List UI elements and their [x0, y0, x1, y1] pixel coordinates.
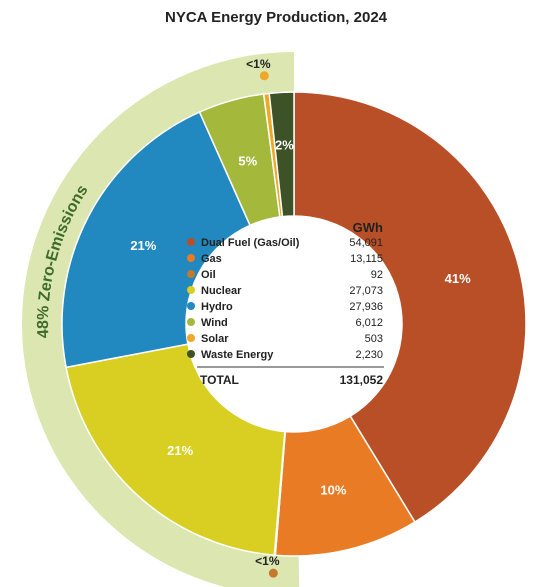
slice-waste-energy	[268, 91, 295, 218]
legend-swatch-dual-fuel-gas-oil	[187, 238, 195, 246]
legend-label-waste-energy: Waste Energy	[201, 349, 274, 361]
pct-label-solar: <1%	[246, 57, 271, 71]
percent-labels: 41% 10% <1% 21% 21% 5% <1% 2%	[130, 57, 471, 578]
pct-label-waste-energy: 2%	[275, 137, 294, 152]
pct-label-nuclear: 21%	[167, 443, 193, 458]
legend-total-label: TOTAL	[200, 373, 239, 387]
legend-label-wind: Wind	[201, 317, 228, 329]
slice-nuclear	[65, 343, 286, 556]
legend-value-waste-energy: 2,230	[355, 349, 383, 361]
legend-value-hydro: 27,936	[349, 301, 383, 313]
legend-label-gas: Gas	[201, 253, 222, 265]
pct-label-wind: 5%	[238, 153, 257, 168]
legend-unit-header: GWh	[353, 220, 383, 235]
pct-label-hydro: 21%	[130, 238, 156, 253]
legend-label-hydro: Hydro	[201, 301, 233, 313]
legend-value-oil: 92	[371, 269, 383, 281]
legend-total-value: 131,052	[340, 373, 384, 387]
legend-swatch-hydro	[187, 302, 195, 310]
legend-label-dual-fuel-gas-oil: Dual Fuel (Gas/Oil)	[201, 237, 300, 249]
chart-title: NYCA Energy Production, 2024	[165, 9, 388, 26]
legend-label-nuclear: Nuclear	[201, 285, 242, 297]
zero-emissions-arc	[22, 52, 300, 587]
callout-dot-oil	[268, 568, 278, 578]
legend-label-solar: Solar	[201, 333, 229, 345]
legend-value-dual-fuel-gas-oil: 54,091	[349, 237, 383, 249]
legend-value-nuclear: 27,073	[349, 285, 383, 297]
pct-label-oil: <1%	[255, 554, 280, 568]
legend-swatch-waste-energy	[187, 350, 195, 358]
pct-label-dual-fuel-gas-oil: 41%	[445, 271, 471, 286]
legend-value-wind: 6,012	[355, 317, 383, 329]
legend-value-gas: 13,115	[350, 253, 383, 265]
legend-swatch-oil	[187, 270, 195, 278]
legend-label-oil: Oil	[201, 269, 216, 281]
legend-value-solar: 503	[365, 333, 383, 345]
slice-dual-fuel-gas-oil	[293, 91, 527, 524]
callout-dot-solar	[259, 71, 269, 81]
legend-swatch-nuclear	[187, 286, 195, 294]
donut-slices	[61, 91, 527, 557]
pct-label-gas: 10%	[320, 482, 346, 497]
legend-swatch-gas	[187, 254, 195, 262]
center-legend: GWh TOTAL 131,052 Dual Fuel (Gas/Oil) 54,…	[187, 220, 384, 387]
legend-swatch-wind	[187, 318, 195, 326]
legend-swatch-solar	[187, 334, 195, 342]
